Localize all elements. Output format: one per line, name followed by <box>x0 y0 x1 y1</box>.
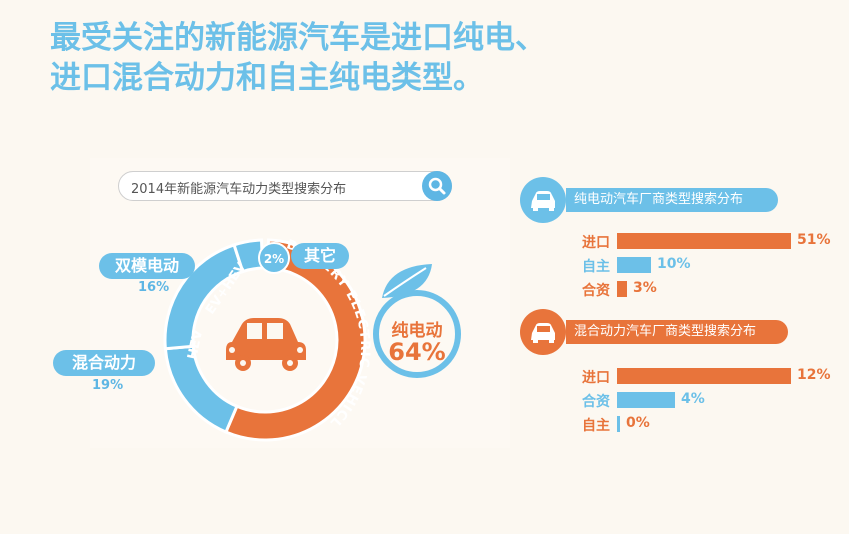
page-title: 最受关注的新能源汽车是进口纯电、 进口混合动力和自主纯电类型。 <box>50 18 546 98</box>
label-other: 其它 <box>291 243 349 269</box>
section-hybrid-title: 混合动力汽车厂商类型搜索分布 <box>566 320 788 344</box>
car-icon <box>226 318 306 371</box>
car-icon <box>531 323 555 343</box>
bar-label: 合资 <box>582 394 610 410</box>
other-circle: 2% <box>258 242 290 274</box>
section-bev-icon <box>520 177 566 223</box>
bar-value: 51% <box>797 232 831 248</box>
bar <box>617 281 627 297</box>
bar-value: 12% <box>797 367 831 383</box>
bar <box>617 416 620 432</box>
label-dual: 双模电动 <box>99 253 195 279</box>
bev-label: 纯电动 <box>391 321 443 341</box>
search-bar[interactable]: 2014年新能源汽车动力类型搜索分布 <box>118 171 452 201</box>
bar-value: 10% <box>657 256 691 272</box>
bar <box>617 392 675 408</box>
bev-highlight-circle: 纯电动 64% <box>373 290 461 378</box>
bar-label: 自主 <box>582 259 610 275</box>
car-icon <box>531 191 555 211</box>
bar-label: 自主 <box>582 418 610 434</box>
pct-hybrid: 19% <box>92 378 124 393</box>
leaf-icon <box>382 264 432 298</box>
label-hybrid: 混合动力 <box>53 350 155 376</box>
other-pct: 2% <box>264 252 284 266</box>
search-icon <box>428 177 446 195</box>
tag-hev: HEV <box>185 329 206 361</box>
bar <box>617 257 651 273</box>
bar-value: 3% <box>633 280 657 296</box>
donut-segment-bev <box>223 238 367 442</box>
bar-value: 0% <box>626 415 650 431</box>
bar-label: 进口 <box>582 370 610 386</box>
bar-label: 进口 <box>582 235 610 251</box>
search-button[interactable] <box>422 171 452 201</box>
bar <box>617 233 791 249</box>
title-line-2: 进口混合动力和自主纯电类型。 <box>50 60 484 96</box>
bar-value: 4% <box>681 391 705 407</box>
title-line-1: 最受关注的新能源汽车是进口纯电、 <box>50 20 546 56</box>
pct-dual: 16% <box>138 280 170 295</box>
section-bev-title: 纯电动汽车厂商类型搜索分布 <box>566 188 778 212</box>
bev-pct: 64% <box>388 338 446 366</box>
section-hybrid-icon <box>520 309 566 355</box>
bar-label: 合资 <box>582 283 610 299</box>
bar <box>617 368 791 384</box>
search-text: 2014年新能源汽车动力类型搜索分布 <box>131 182 347 197</box>
